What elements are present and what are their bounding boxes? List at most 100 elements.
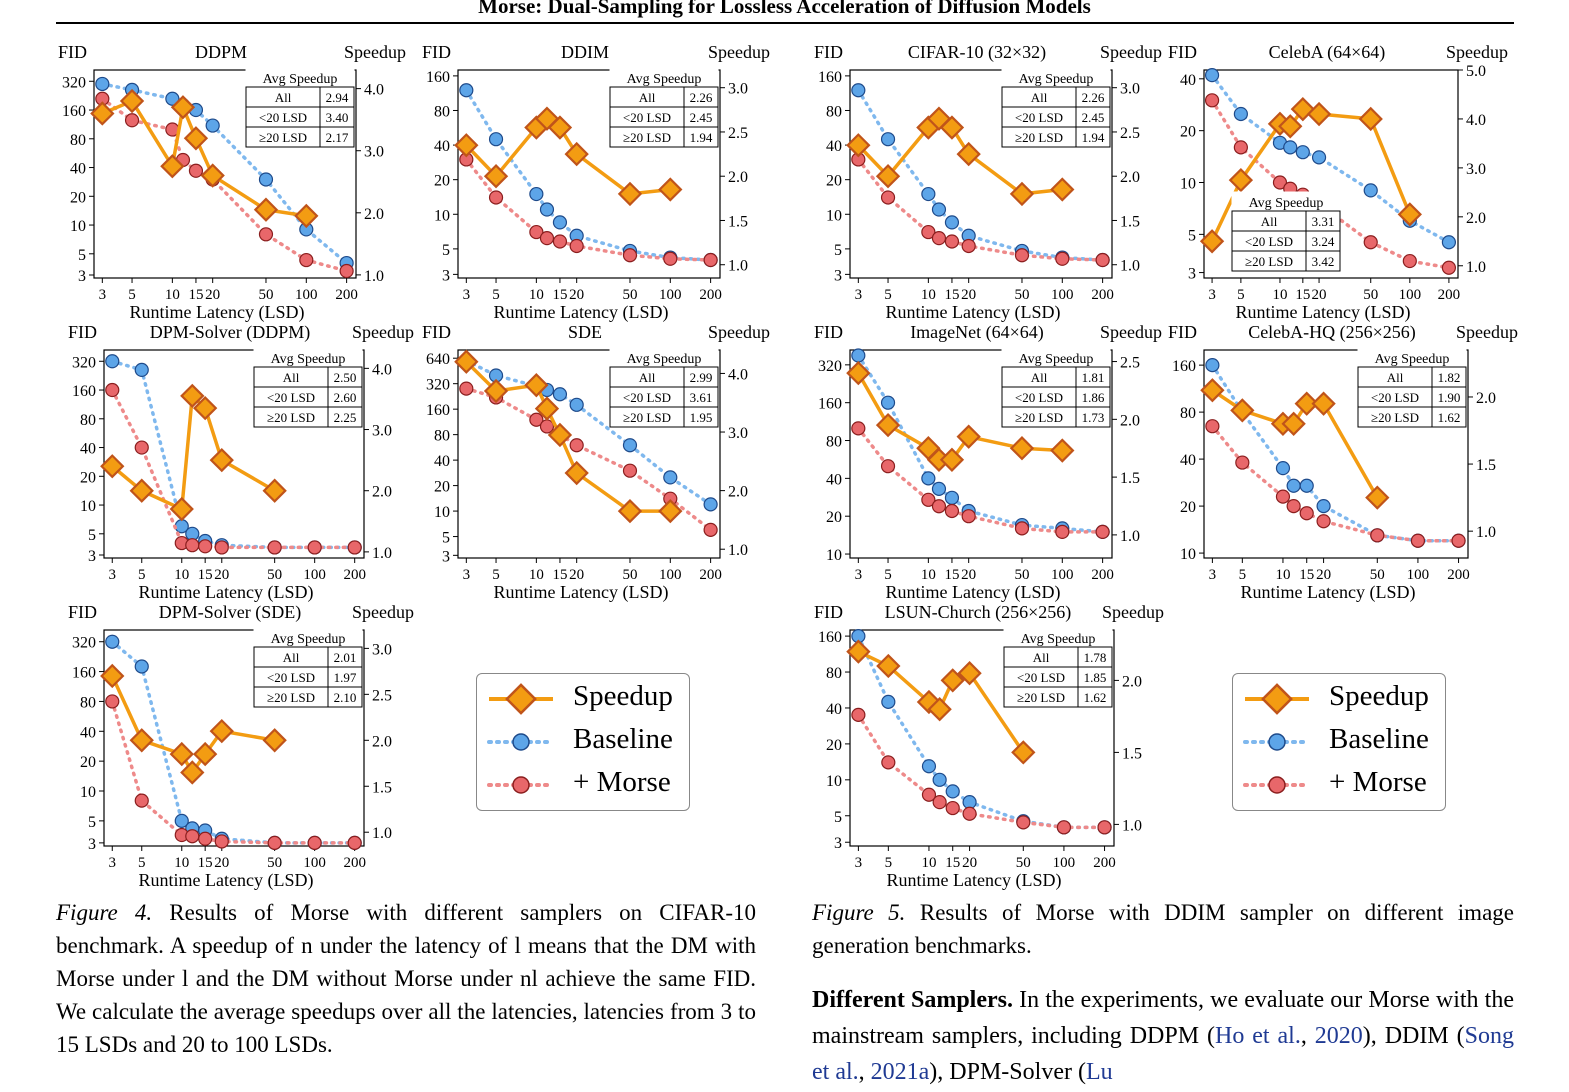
x-tick-label: 100 [1051, 287, 1074, 303]
table-cell [683, 406, 719, 428]
x-axis-label: Runtime Latency (LSD) [1241, 582, 1416, 603]
x-tick-label: 5 [1239, 567, 1247, 583]
table-row-label: All [283, 650, 300, 665]
y-tick-label: 160 [62, 103, 86, 120]
morse-point [258, 227, 274, 242]
morse-point [267, 835, 282, 850]
table-header: Avg Speedup [271, 352, 346, 367]
x-tick-label: 15 [945, 855, 960, 871]
table-row-label: All [1031, 370, 1048, 385]
table-background [245, 67, 355, 149]
y2-tick-label: 3.0 [372, 423, 392, 440]
fid-axis-label: FID [68, 322, 97, 342]
y-tick-label: 80 [826, 434, 842, 451]
y-tick-label: 5 [88, 814, 96, 831]
x-tick-label: 10 [921, 287, 936, 303]
y2-tick-label: 2.0 [728, 169, 748, 186]
x-axis-label: Runtime Latency (LSD) [494, 582, 669, 603]
chart-title: CelebA-HQ (256×256) [1248, 322, 1416, 343]
speedup-point [846, 133, 871, 158]
x-tick-label: 5 [138, 567, 146, 583]
x-axis-label: Runtime Latency (LSD) [139, 582, 314, 603]
table-row-label: ≥20 LSD [267, 410, 315, 425]
x-tick-label: 100 [303, 855, 326, 871]
morse-point [185, 829, 200, 844]
x-tick-label: 50 [622, 567, 637, 583]
morse-point [1402, 253, 1417, 269]
chart-sde: FID SDE Speedup35102040801603206401.02.03.… [422, 322, 770, 603]
y-tick-label: 3 [834, 835, 842, 852]
legend-speedup-label: Speedup [1329, 680, 1429, 712]
baseline-point [529, 186, 544, 202]
y2-tick-label: 4.0 [372, 361, 392, 378]
citation-link[interactable]: Lu [1085, 1059, 1113, 1085]
morse-point [459, 381, 474, 396]
y2-tick-label: 1.0 [372, 545, 392, 562]
citation-link[interactable]: Song et al. [812, 1023, 1515, 1085]
speedup-point [617, 498, 643, 524]
speedup-point [1311, 391, 1336, 416]
table-row-value: 1.73 [1082, 410, 1105, 425]
table-row-value: 3.24 [1312, 234, 1335, 249]
y-tick-label: 10 [826, 547, 842, 564]
speedup-point [956, 424, 981, 449]
table-row-label: ≥20 LSD [1015, 130, 1063, 145]
y-tick-label: 80 [70, 132, 86, 149]
x-tick-label: 100 [303, 567, 326, 583]
x-tick-label: 10 [529, 287, 544, 303]
y2-tick-label: 3.0 [1466, 161, 1486, 178]
x-tick-label: 20 [1312, 287, 1327, 303]
x-tick-label: 3 [99, 287, 107, 303]
avg-speedup-table: Avg Speedup All 1.82 <20 LSD 1.90 ≥20 LSD 1.62 [1357, 347, 1467, 429]
table-cell [319, 126, 355, 148]
x-tick-label: 50 [267, 855, 282, 871]
plot-frame [93, 69, 357, 279]
table-header: Avg Speedup [1021, 632, 1096, 647]
morse-point [347, 540, 362, 555]
morse-point [1286, 498, 1301, 514]
table-row-value: 1.82 [1438, 370, 1461, 385]
y-tick-label: 40 [434, 138, 450, 155]
x-tick-label: 3 [109, 855, 117, 871]
y2-tick-label: 1.0 [1122, 817, 1142, 834]
citation-link[interactable]: 2021a [870, 1059, 930, 1085]
speedup-point [193, 395, 218, 421]
table-row-value: 2.99 [690, 370, 713, 385]
morse-point [539, 231, 555, 246]
table-row-label: ≥20 LSD [623, 130, 671, 145]
chart-title: SDE [568, 322, 602, 342]
speedup-point [547, 115, 573, 140]
table-row-value: 3.31 [1312, 214, 1335, 229]
x-tick-label: 200 [1093, 855, 1116, 871]
baseline-point [165, 91, 180, 106]
y2-tick-label: 2.0 [372, 484, 392, 501]
morse-point [307, 835, 322, 850]
baseline-point [205, 118, 220, 133]
morse-point [703, 522, 718, 537]
speedup-point [939, 447, 965, 472]
morse-point [961, 509, 976, 524]
fid-axis-label: FID [68, 602, 97, 622]
table-row-value: 1.94 [1082, 130, 1105, 145]
speedup-line [110, 675, 275, 776]
baseline-point [921, 759, 937, 774]
speedup-point [1228, 167, 1254, 193]
morse-point [851, 707, 866, 722]
speedup-point [454, 133, 479, 158]
morse-point [539, 419, 555, 434]
table-row-label: ≥20 LSD [623, 410, 671, 425]
fid-axis-label: FID [422, 322, 451, 342]
citation-link[interactable]: 2020 [1314, 1023, 1363, 1049]
y2-tick-label: 2.0 [728, 484, 748, 501]
plot-frame [849, 629, 1115, 847]
y-tick-label: 5 [834, 809, 842, 826]
citation-link[interactable]: Ho et al. [1215, 1023, 1301, 1049]
morse-point [307, 540, 322, 555]
y-tick-label: 40 [1180, 72, 1196, 89]
morse-point [1055, 251, 1070, 266]
x-tick-label: 15 [552, 287, 567, 303]
table-row-label: ≥20 LSD [1371, 410, 1419, 425]
baseline-point [945, 784, 960, 799]
morse-point [198, 831, 213, 846]
speedup-point [846, 639, 871, 664]
